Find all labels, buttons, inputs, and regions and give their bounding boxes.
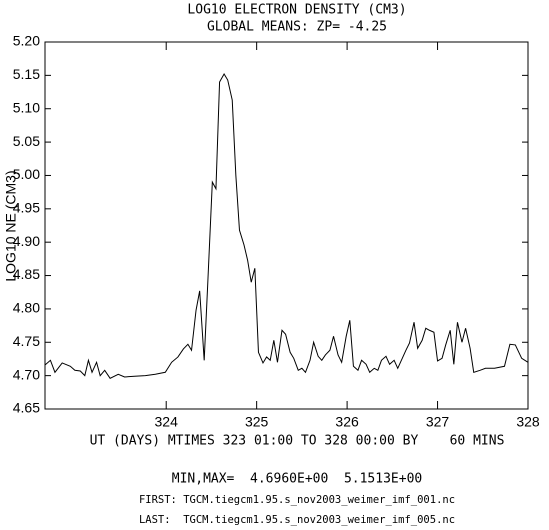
y-tick-label: 4.70 [13, 366, 40, 382]
y-tick-label: 4.95 [13, 200, 40, 216]
x-axis-label: UT (DAYS) MTIMES 323 01:00 TO 328 00:00 … [90, 434, 505, 449]
x-tick-label: 326 [335, 414, 359, 430]
y-tick-label: 4.65 [13, 400, 40, 416]
data-line [44, 73, 529, 379]
chart-title: LOG10 ELECTRON DENSITY (CM3) [187, 3, 406, 18]
y-tick-label: 4.80 [13, 300, 40, 316]
first-file-note: FIRST: TGCM.tiegcm1.95.s_nov2003_weimer_… [139, 494, 455, 506]
min-max-note: MIN,MAX= 4.6960E+00 5.1513E+00 [172, 472, 422, 487]
y-tick-label: 5.20 [13, 33, 40, 49]
x-tick-label: 327 [426, 414, 450, 430]
last-file-note: LAST: TGCM.tiegcm1.95.s_nov2003_weimer_i… [139, 514, 455, 526]
x-tick-label: 325 [245, 414, 269, 430]
y-tick-label: 5.00 [13, 166, 40, 182]
y-tick-label: 5.10 [13, 99, 40, 115]
y-tick-label: 4.85 [13, 266, 40, 282]
plot-frame [44, 41, 529, 410]
y-axis-label: LOG10 NE (CM3) [3, 170, 19, 281]
y-tick-label: 5.05 [13, 133, 40, 149]
y-tick-label: 4.75 [13, 333, 40, 349]
chart-subtitle: GLOBAL MEANS: ZP= -4.25 [207, 20, 387, 35]
y-tick-label: 4.90 [13, 233, 40, 249]
x-tick-label: 328 [516, 414, 540, 430]
x-tick-label: 324 [155, 414, 179, 430]
y-tick-label: 5.15 [13, 66, 40, 82]
